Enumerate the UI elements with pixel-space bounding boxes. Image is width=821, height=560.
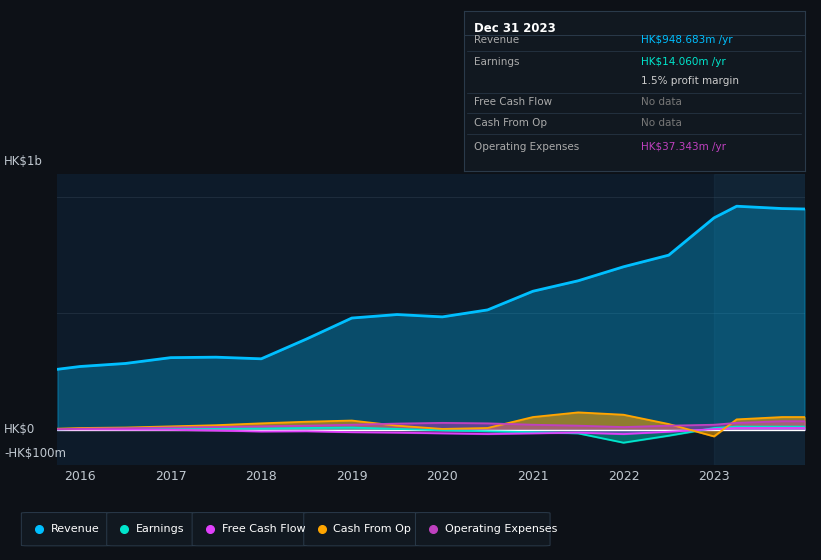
Text: HK$948.683m /yr: HK$948.683m /yr: [641, 35, 732, 45]
Text: 1.5% profit margin: 1.5% profit margin: [641, 76, 739, 86]
FancyBboxPatch shape: [304, 512, 419, 546]
Text: Cash From Op: Cash From Op: [333, 524, 411, 534]
Text: Operating Expenses: Operating Expenses: [445, 524, 557, 534]
Text: No data: No data: [641, 118, 682, 128]
Text: Operating Expenses: Operating Expenses: [474, 142, 580, 152]
Text: No data: No data: [641, 97, 682, 107]
FancyBboxPatch shape: [21, 512, 110, 546]
Text: Earnings: Earnings: [474, 57, 520, 67]
Text: Free Cash Flow: Free Cash Flow: [474, 97, 553, 107]
Text: Cash From Op: Cash From Op: [474, 118, 547, 128]
FancyBboxPatch shape: [192, 512, 307, 546]
Text: Dec 31 2023: Dec 31 2023: [474, 22, 556, 35]
Text: HK$37.343m /yr: HK$37.343m /yr: [641, 142, 726, 152]
Text: HK$1b: HK$1b: [4, 155, 43, 168]
Text: Earnings: Earnings: [136, 524, 185, 534]
Text: Revenue: Revenue: [51, 524, 99, 534]
FancyBboxPatch shape: [107, 512, 195, 546]
Bar: [714, 174, 805, 465]
FancyBboxPatch shape: [415, 512, 550, 546]
Text: Free Cash Flow: Free Cash Flow: [222, 524, 305, 534]
Text: -HK$100m: -HK$100m: [4, 447, 67, 460]
Text: HK$14.060m /yr: HK$14.060m /yr: [641, 57, 726, 67]
Text: Revenue: Revenue: [474, 35, 519, 45]
Text: HK$0: HK$0: [4, 423, 35, 436]
